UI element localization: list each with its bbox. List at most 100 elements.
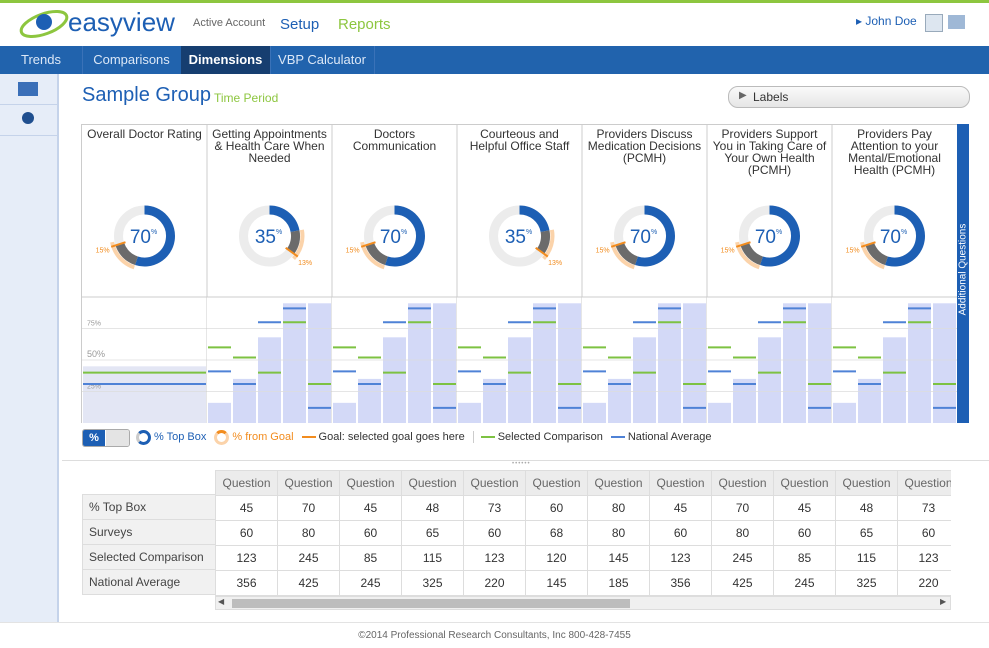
cell: 145 — [525, 570, 588, 596]
row: 356 425 245 325 220 145 185 356 425 245 325 220 — [215, 570, 951, 596]
goal-marker — [610, 241, 626, 248]
goal-marker — [360, 241, 376, 248]
dimension-name: Providers Discuss Medication Decisions (… — [587, 127, 702, 165]
donut-goal-gap — [615, 242, 639, 266]
goal-marker — [860, 241, 876, 248]
bar — [358, 378, 381, 423]
score-label: 35% — [255, 227, 282, 248]
legend-item: % from Goal — [214, 429, 294, 445]
bar — [858, 378, 881, 423]
grid-icon[interactable] — [925, 14, 943, 32]
user-name[interactable]: John Doe — [865, 14, 917, 28]
score-label: 70% — [630, 227, 657, 248]
cell: 325 — [401, 570, 464, 596]
side-clock[interactable] — [0, 105, 57, 136]
bar — [633, 337, 656, 423]
bar — [733, 378, 756, 423]
row: 60 80 60 65 60 68 80 60 80 60 65 60 — [215, 520, 951, 546]
cell: 60 — [525, 495, 588, 521]
dimension-name: Courteous and Helpful Office Staff — [469, 127, 570, 153]
drag-handle[interactable]: •••••• — [512, 461, 531, 467]
cell: 73 — [463, 495, 526, 521]
nav-reports[interactable]: Reports — [338, 16, 391, 33]
cell: 60 — [215, 520, 278, 546]
cell: 65 — [401, 520, 464, 546]
account[interactable]: Active Account — [193, 17, 266, 29]
column-header: Question — [587, 470, 650, 496]
donut-goal-glow — [110, 241, 136, 270]
donut-goal-glow — [542, 229, 555, 260]
logo: easyview — [68, 7, 175, 37]
cell: 123 — [649, 545, 712, 571]
tab[interactable]: Dimensions — [181, 46, 271, 74]
side-tab[interactable]: Additional Questions — [957, 124, 969, 423]
donut-score — [885, 205, 925, 267]
legend-swatch — [610, 436, 625, 438]
row: Selected Comparison — [82, 544, 216, 570]
column-header: Question — [277, 470, 340, 496]
legend-swatch — [214, 429, 230, 445]
score-value: 35 — [505, 227, 526, 248]
legend-swatch — [301, 436, 316, 438]
legend-item: Selected Comparison — [472, 431, 603, 443]
score-label: 70% — [755, 227, 782, 248]
chart: 15% 70% 25% 50% 75% 13% 35% 15% 70% 13% 35% 15% 70% 1… — [82, 124, 957, 423]
cell: 60 — [649, 520, 712, 546]
goal-label: 15% — [846, 248, 860, 255]
nav-setup[interactable]: Setup — [280, 16, 320, 33]
subtitle[interactable]: Time Period — [214, 91, 279, 105]
folder-icon[interactable] — [948, 15, 965, 29]
score-unit: % — [151, 229, 157, 236]
donut-goal-glow — [860, 241, 886, 270]
toggle-person[interactable] — [106, 430, 129, 446]
score-value: 70 — [130, 227, 151, 248]
bar — [283, 303, 306, 423]
scroll-right[interactable]: ▶ — [940, 597, 947, 606]
bar — [808, 303, 831, 423]
legend-item: National Average — [610, 431, 711, 443]
tab[interactable]: Comparisons — [82, 46, 182, 74]
tab[interactable]: Trends — [0, 46, 83, 74]
donut-goal-glow — [360, 241, 386, 270]
dimension-name: Providers Pay Attention to your Mental/E… — [848, 127, 941, 177]
cell: 356 — [215, 570, 278, 596]
bar — [933, 303, 956, 423]
bar — [708, 402, 731, 423]
labels-button[interactable]: ▶ Labels — [728, 86, 970, 108]
sidebar — [0, 74, 59, 622]
column-header: Question — [525, 470, 588, 496]
row: % Top Box — [82, 494, 216, 520]
tab[interactable]: VBP Calculator — [270, 46, 375, 74]
bar — [783, 303, 806, 423]
column-header: Question — [711, 470, 774, 496]
cell: 425 — [711, 570, 774, 596]
side-building[interactable] — [0, 74, 57, 105]
toggle[interactable]: % — [82, 429, 130, 447]
footer-line — [0, 622, 989, 623]
cell: 245 — [277, 545, 340, 571]
scrollbar[interactable]: ◀ ▶ — [215, 596, 951, 610]
scroll-thumb[interactable] — [232, 599, 630, 608]
user[interactable]: ▸ John Doe — [856, 14, 917, 28]
column-header: Question — [463, 470, 526, 496]
toggle-percent[interactable]: % — [83, 430, 105, 446]
score-unit: % — [276, 229, 282, 236]
donut-goal-gap — [115, 242, 139, 266]
cell: 220 — [897, 570, 951, 596]
goal-label: 15% — [346, 248, 360, 255]
logo-icon — [19, 10, 69, 38]
score-value: 70 — [380, 227, 401, 248]
donut-score — [385, 205, 425, 267]
cell: 123 — [897, 545, 951, 571]
donut-goal-gap — [365, 242, 389, 266]
scroll-left[interactable]: ◀ — [218, 597, 225, 606]
labels-text[interactable]: Labels — [753, 90, 789, 104]
donut-goal-gap — [536, 230, 550, 254]
row: National Average — [82, 569, 216, 595]
cell: 356 — [649, 570, 712, 596]
score-label: 70% — [880, 227, 907, 248]
donut-goal-gap — [740, 242, 764, 266]
bar — [883, 337, 906, 423]
goal-marker — [735, 241, 751, 248]
cell: 80 — [277, 520, 340, 546]
